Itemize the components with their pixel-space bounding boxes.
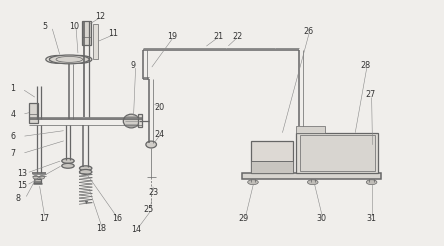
Ellipse shape	[79, 169, 92, 174]
Bar	[296, 133, 378, 173]
Text: 20: 20	[154, 103, 164, 112]
Bar	[93, 24, 98, 59]
Text: 5: 5	[42, 22, 48, 31]
Ellipse shape	[307, 180, 318, 185]
Bar	[242, 173, 381, 179]
Text: 4: 4	[11, 110, 16, 119]
Bar	[296, 126, 325, 133]
Ellipse shape	[67, 56, 92, 63]
Bar	[251, 161, 293, 173]
Bar	[251, 141, 293, 173]
Text: 21: 21	[214, 32, 223, 41]
Text: 10: 10	[69, 22, 79, 31]
Text: 31: 31	[367, 214, 377, 223]
Text: 28: 28	[361, 61, 371, 70]
Bar	[34, 179, 41, 183]
Text: 26: 26	[303, 27, 313, 36]
Text: 27: 27	[365, 90, 375, 99]
Text: 16: 16	[111, 214, 122, 223]
Text: 24: 24	[154, 129, 164, 138]
Ellipse shape	[33, 176, 38, 179]
Ellipse shape	[39, 176, 44, 179]
Ellipse shape	[366, 180, 377, 185]
Ellipse shape	[248, 180, 258, 185]
Text: 19: 19	[167, 32, 178, 41]
Text: 23: 23	[148, 188, 159, 197]
Text: 14: 14	[131, 225, 141, 234]
Ellipse shape	[79, 166, 92, 171]
Ellipse shape	[146, 141, 156, 148]
Text: 1: 1	[11, 84, 16, 93]
Ellipse shape	[123, 114, 139, 128]
Ellipse shape	[46, 56, 71, 63]
Text: 9: 9	[131, 61, 136, 70]
Text: 25: 25	[144, 205, 154, 214]
Text: 13: 13	[17, 169, 27, 178]
Text: 30: 30	[317, 214, 327, 223]
Text: 22: 22	[232, 32, 242, 41]
Text: 6: 6	[11, 132, 16, 141]
Text: 11: 11	[109, 29, 119, 38]
Text: 8: 8	[15, 194, 20, 203]
Ellipse shape	[62, 158, 74, 163]
Text: 12: 12	[95, 12, 105, 21]
Text: 17: 17	[39, 214, 49, 223]
Bar	[138, 114, 143, 127]
Text: 29: 29	[238, 214, 248, 223]
Bar	[82, 21, 91, 45]
Ellipse shape	[49, 55, 89, 64]
Ellipse shape	[62, 163, 74, 168]
Text: 15: 15	[17, 181, 27, 190]
Text: 7: 7	[11, 149, 16, 158]
Bar	[28, 103, 38, 123]
Text: 18: 18	[97, 224, 107, 233]
Bar	[300, 135, 375, 171]
